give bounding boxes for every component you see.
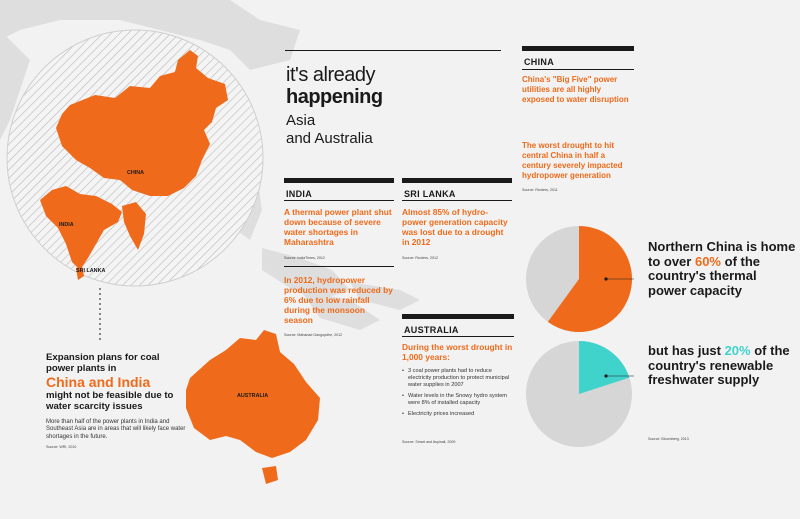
- india-source-2: Source: Mahanad Gangopdhe, 2012: [284, 333, 343, 337]
- pie2-percent: 20%: [724, 343, 751, 358]
- title-line1: it's already: [286, 64, 375, 86]
- australia-shape: [186, 330, 320, 458]
- australia-heading: AUSTRALIA: [404, 325, 459, 335]
- callout-line2: might not be feasible due to water scarc…: [46, 390, 174, 412]
- pie-charts: [526, 226, 634, 447]
- india-subrule: [284, 200, 394, 201]
- pie1-leader-dot: [604, 277, 608, 281]
- china-subrule: [522, 69, 634, 70]
- pie2-source: Source: Bloomberg, 2013: [648, 437, 689, 441]
- pie2-text-post: of the country's renewable freshwater su…: [648, 343, 790, 387]
- pie-chart-thermal: [526, 226, 632, 332]
- australia-bullet: Electricity prices increased: [402, 411, 514, 418]
- map-label-india: INDIA: [59, 222, 74, 228]
- india-divider: [284, 266, 394, 267]
- sri-lanka-rule: [402, 178, 512, 183]
- pie-chart-freshwater: [526, 341, 632, 447]
- india-fact-2: In 2012, hydropower production was reduc…: [284, 275, 393, 325]
- china-source: Source: Reuters, 2011: [522, 188, 558, 192]
- pie1-text-pre: Northern China is home to over: [648, 239, 796, 269]
- sri-lanka-source: Source: Reuters, 2012: [402, 256, 438, 260]
- callout-source: Source: WRI, 2010: [46, 445, 77, 450]
- india-heading: INDIA: [286, 189, 312, 199]
- australia-bullet: Water levels in the Snowy hydro system w…: [402, 393, 514, 407]
- australia-source: Source: Smart and Aspinall, 2009: [402, 440, 456, 444]
- pie1-text-post: of the country's thermal power capacity: [648, 253, 761, 298]
- callout-highlight: China and India: [46, 374, 151, 390]
- australia-bullet: 3 coal power plants had to reduce electr…: [402, 368, 514, 389]
- india-fact-1: A thermal power plant shut down because …: [284, 207, 392, 247]
- pie1-caption: Northern China is home to over 60% of th…: [648, 239, 796, 298]
- india-rule: [284, 178, 394, 183]
- china-shape: [56, 50, 228, 196]
- title-rule: [285, 50, 501, 51]
- india-source-1: Source: IndiaTimes, 2012: [284, 256, 325, 260]
- china-rule: [522, 46, 634, 51]
- australia-rule: [402, 314, 514, 319]
- pie1-percent: 60%: [694, 253, 721, 269]
- pie2-text-pre: but has just: [648, 343, 721, 358]
- title-line3: Asia: [286, 112, 316, 129]
- southeast-asia-shape: [122, 202, 146, 250]
- china-fact-2: The worst drought to hit central China i…: [522, 141, 623, 180]
- pie1-slice: [547, 226, 632, 332]
- title-line4: and Australia: [286, 130, 373, 147]
- map-label-sri-lanka: SRI LANKA: [76, 268, 106, 274]
- india-shape: [40, 186, 122, 270]
- china-fact-1: China's "Big Five" power utilities are a…: [522, 75, 629, 104]
- pie2-caption: but has just 20% of the country's renewa…: [648, 343, 796, 388]
- callout-block: Expansion plans for coal power plants in…: [46, 352, 186, 449]
- tasmania-shape: [262, 466, 278, 484]
- australia-bullets: 3 coal power plants had to reduce electr…: [402, 368, 514, 422]
- australia-fact: During the worst drought in 1,000 years:: [402, 342, 513, 362]
- pie2-slice: [579, 341, 630, 394]
- australia-subrule: [402, 336, 514, 337]
- callout-line1: Expansion plans for coal power plants in: [46, 352, 160, 374]
- sri-lanka-shape: [76, 266, 84, 280]
- sri-lanka-heading: SRI LANKA: [404, 189, 456, 199]
- map-label-australia: AUSTRALIA: [237, 393, 269, 399]
- china-heading: CHINA: [524, 57, 554, 67]
- pie2-leader-dot: [604, 374, 608, 378]
- sri-lanka-fact: Almost 85% of hydro-power generation cap…: [402, 207, 508, 247]
- title-line2: happening: [286, 86, 383, 108]
- map-label-china: CHINA: [127, 170, 145, 176]
- sri-lanka-subrule: [402, 200, 512, 201]
- title-block: it's already happening Asia and Australi…: [286, 64, 383, 148]
- callout-body: More than half of the power plants in In…: [46, 419, 186, 440]
